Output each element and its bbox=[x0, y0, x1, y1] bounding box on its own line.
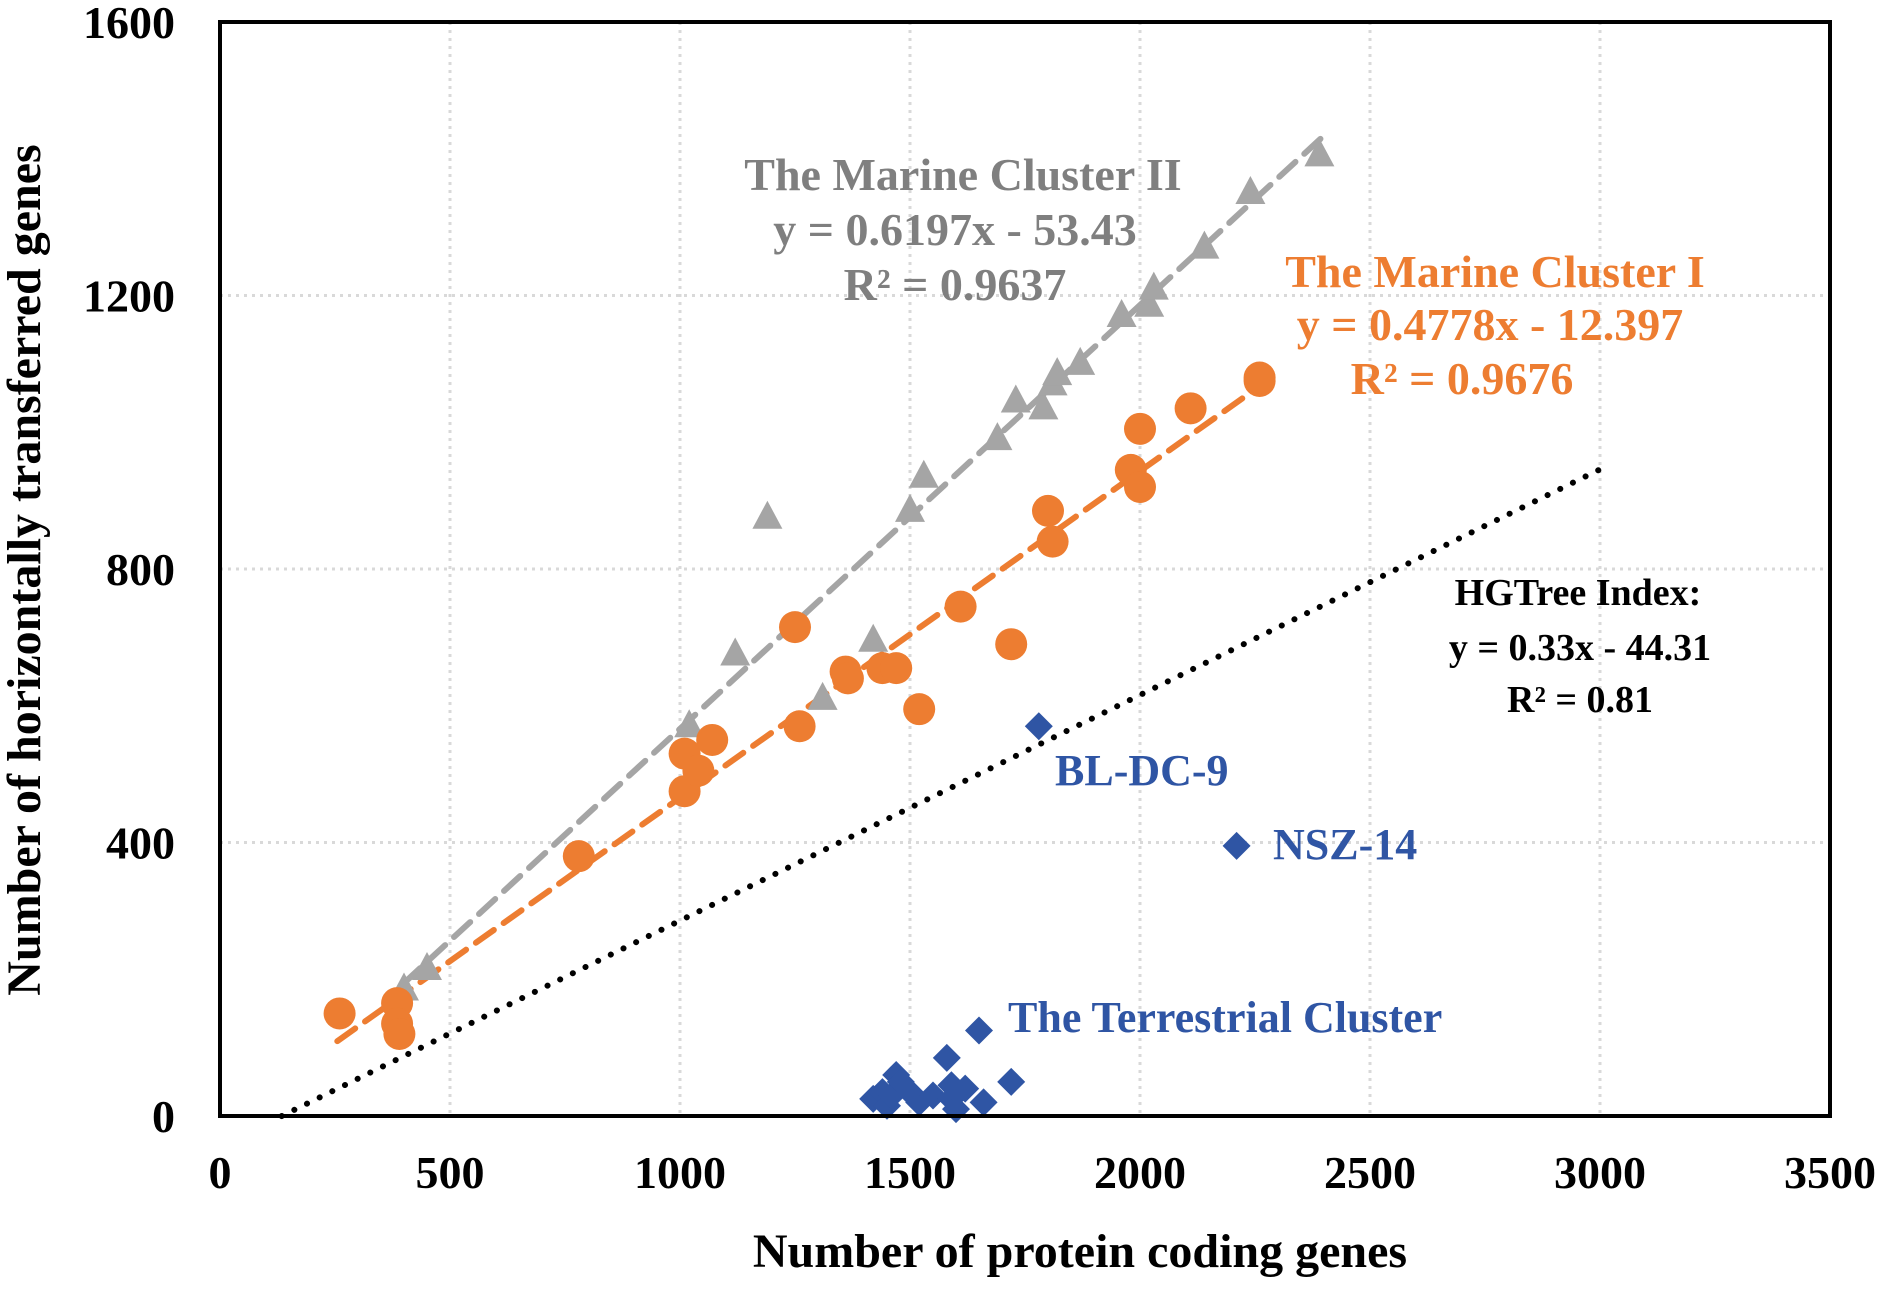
x-tick-label: 3500 bbox=[1784, 1147, 1876, 1198]
cluster2-annotation: The Marine Cluster II y = 0.6197x - 53.4… bbox=[744, 149, 1181, 310]
hgtree-equation: y = 0.33x - 44.31 bbox=[1449, 627, 1711, 669]
cluster1-point bbox=[832, 662, 864, 694]
terrestrial-point bbox=[1223, 832, 1251, 860]
cluster1-name: The Marine Cluster I bbox=[1285, 246, 1705, 297]
cluster2-point bbox=[1001, 384, 1031, 412]
cluster1-point bbox=[903, 693, 935, 725]
x-tick-label: 0 bbox=[209, 1147, 232, 1198]
cluster1-point bbox=[784, 710, 816, 742]
cluster1-point bbox=[995, 628, 1027, 660]
cluster1-point bbox=[563, 840, 595, 872]
y-axis-title: Number of horizontally transferred genes bbox=[0, 144, 51, 995]
cluster2-name: The Marine Cluster II bbox=[744, 149, 1181, 200]
terrestrial-point bbox=[965, 1017, 993, 1045]
bl-dc-9-label: BL-DC-9 bbox=[1055, 746, 1229, 795]
cluster2-r2: R² = 0.9637 bbox=[844, 259, 1067, 310]
nsz-14-label: NSZ-14 bbox=[1273, 820, 1417, 869]
terrestrial-point bbox=[997, 1068, 1025, 1096]
cluster1-r2: R² = 0.9676 bbox=[1351, 353, 1574, 404]
x-axis-title: Number of protein coding genes bbox=[753, 1225, 1407, 1278]
cluster2-point bbox=[858, 624, 888, 652]
hgtree-r2: R² = 0.81 bbox=[1507, 679, 1653, 721]
cluster1-point bbox=[779, 611, 811, 643]
cluster1-annotation: The Marine Cluster I y = 0.4778x - 12.39… bbox=[1285, 246, 1705, 404]
cluster1-point bbox=[880, 652, 912, 684]
cluster1-point bbox=[1244, 362, 1276, 394]
cluster1-point bbox=[1175, 392, 1207, 424]
cluster2-point bbox=[752, 501, 782, 529]
cluster2-equation: y = 0.6197x - 53.43 bbox=[773, 204, 1137, 255]
terrestrial-annotations: BL-DC-9 NSZ-14 The Terrestrial Cluster bbox=[1008, 746, 1442, 1042]
cluster1-point bbox=[383, 1018, 415, 1050]
x-tick-label: 3000 bbox=[1554, 1147, 1646, 1198]
terrestrial-point bbox=[1025, 712, 1053, 740]
y-tick-label: 1200 bbox=[83, 271, 175, 322]
cluster1-point bbox=[324, 997, 356, 1029]
cluster1-point bbox=[1124, 413, 1156, 445]
x-tick-label: 1000 bbox=[634, 1147, 726, 1198]
x-tick-label: 1500 bbox=[864, 1147, 956, 1198]
cluster1-point bbox=[1037, 526, 1069, 558]
hgtree-annotation: HGTree Index: y = 0.33x - 44.31 R² = 0.8… bbox=[1449, 572, 1711, 721]
x-tick-label: 2500 bbox=[1324, 1147, 1416, 1198]
cluster2-point bbox=[720, 637, 750, 665]
y-tick-label: 800 bbox=[106, 544, 175, 595]
hgtree-label: HGTree Index: bbox=[1455, 572, 1702, 614]
data-points bbox=[324, 138, 1335, 1123]
terrestrial-point bbox=[933, 1044, 961, 1072]
cluster1-equation: y = 0.4778x - 12.397 bbox=[1297, 299, 1684, 350]
cluster1-point bbox=[1032, 495, 1064, 527]
scatter-chart: 0 500 1000 1500 2000 2500 3000 3500 0 400 800 1200 1… bbox=[0, 0, 1886, 1289]
y-tick-label: 400 bbox=[106, 818, 175, 869]
cluster1-point bbox=[696, 724, 728, 756]
x-tick-label: 500 bbox=[416, 1147, 485, 1198]
cluster1-point bbox=[945, 591, 977, 623]
y-tick-label: 1600 bbox=[83, 0, 175, 48]
cluster2-point bbox=[909, 460, 939, 488]
terrestrial-cluster-label: The Terrestrial Cluster bbox=[1008, 993, 1442, 1042]
cluster2-point bbox=[808, 682, 838, 710]
y-tick-label: 0 bbox=[152, 1091, 175, 1142]
cluster1-point bbox=[1124, 471, 1156, 503]
x-tick-label: 2000 bbox=[1094, 1147, 1186, 1198]
cluster1-point bbox=[682, 755, 714, 787]
